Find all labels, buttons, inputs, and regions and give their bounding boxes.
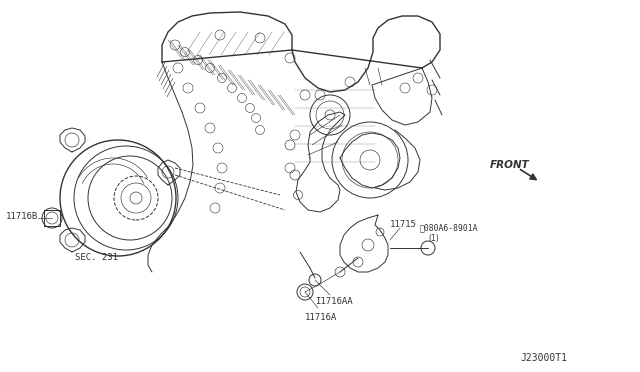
Text: 11716A: 11716A xyxy=(305,314,337,323)
Text: I1716AA: I1716AA xyxy=(315,298,353,307)
Text: 11715: 11715 xyxy=(390,219,417,228)
Text: J23000T1: J23000T1 xyxy=(520,353,567,363)
Text: Ⓑ080A6-8901A: Ⓑ080A6-8901A xyxy=(420,224,479,232)
Text: 11716B: 11716B xyxy=(6,212,38,221)
Text: (1): (1) xyxy=(428,234,439,243)
Text: FRONT: FRONT xyxy=(490,160,530,170)
Text: SEC. 231: SEC. 231 xyxy=(75,253,118,263)
